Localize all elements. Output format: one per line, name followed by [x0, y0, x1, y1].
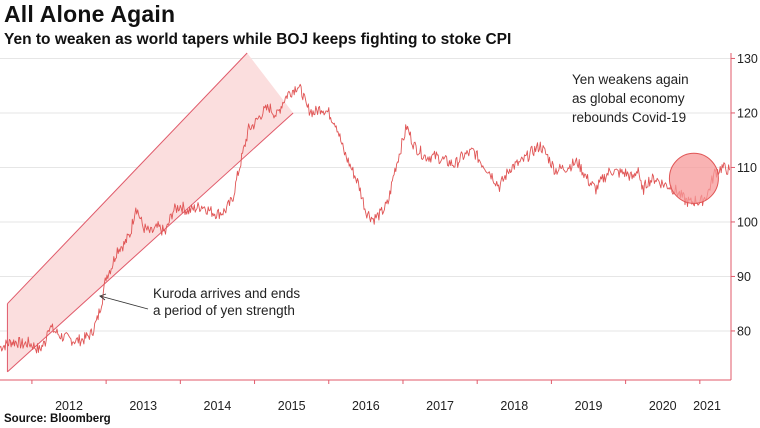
- annotations: Kuroda arrives and ends a period of yen s…: [99, 72, 689, 318]
- y-tick-label: 80: [737, 324, 751, 338]
- x-tick-label: 2013: [129, 399, 157, 413]
- x-tick-label: 2020: [649, 399, 677, 413]
- x-tick-label: 2012: [55, 399, 83, 413]
- annotation-arrow-head: [99, 293, 107, 301]
- x-tick-label: 2021: [693, 399, 721, 413]
- annotation-text-line: Yen weakens again: [572, 72, 689, 87]
- y-tick-label: 110: [737, 161, 757, 175]
- axes: 80 90 100 110 120 130 2012 2013 2014 2015 2016 2017…: [0, 52, 758, 413]
- channel-upper-line: [7, 52, 248, 305]
- series-line: [0, 83, 730, 354]
- highlight-circle: [668, 152, 719, 204]
- x-tick-label: 2015: [278, 399, 306, 413]
- annotation: Yen weakens again as global economy reboun…: [572, 72, 689, 125]
- x-tick-label: 2017: [426, 399, 454, 413]
- annotation: Kuroda arrives and ends a period of yen s…: [153, 286, 300, 318]
- annotation-text-line: Kuroda arrives and ends: [153, 286, 300, 301]
- highlight-circle-layer: [668, 152, 719, 204]
- y-tick-label: 120: [737, 106, 758, 120]
- trend-channel: [6, 52, 294, 373]
- channel-lower-line: [7, 112, 294, 373]
- gridlines: [0, 57, 731, 332]
- x-tick-label: 2019: [575, 399, 603, 413]
- y-tick-label: 90: [737, 270, 751, 284]
- annotation-text-line: a period of yen strength: [153, 303, 295, 318]
- annotation-text-line: rebounds Covid-19: [572, 110, 686, 125]
- chart-subtitle: Yen to weaken as world tapers while BOJ …: [4, 31, 512, 48]
- source-note: Source: Bloomberg: [4, 413, 111, 425]
- y-tick-label: 100: [737, 215, 758, 229]
- annotation-text-line: as global economy: [572, 91, 685, 106]
- channel-area: [7, 53, 294, 372]
- x-tick-label: 2018: [500, 399, 528, 413]
- chart-title: All Alone Again: [4, 1, 176, 27]
- x-tick-label: 2016: [352, 399, 380, 413]
- y-tick-label: 130: [737, 52, 758, 66]
- x-tick-label: 2014: [204, 399, 232, 413]
- annotation-arrow-shaft: [99, 295, 149, 310]
- series-layer: [0, 83, 730, 354]
